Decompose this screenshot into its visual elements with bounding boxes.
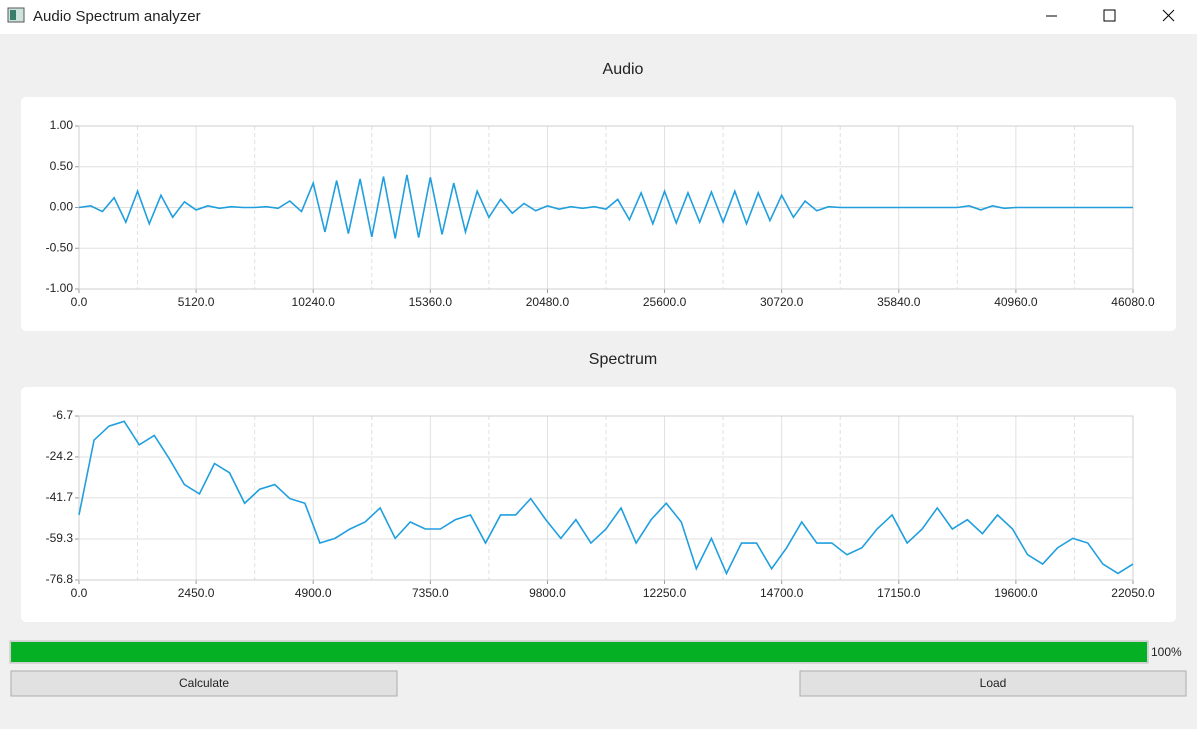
y-tick-label: 0.50 bbox=[50, 159, 74, 173]
plot-border bbox=[78, 415, 1134, 581]
chart-panel bbox=[21, 97, 1176, 331]
close-button[interactable] bbox=[1162, 9, 1175, 22]
x-tick-label: 2450.0 bbox=[178, 586, 215, 600]
x-tick-label: 20480.0 bbox=[526, 295, 570, 309]
x-tick-label: 40960.0 bbox=[994, 295, 1038, 309]
x-tick-label: 15360.0 bbox=[409, 295, 453, 309]
title-bar bbox=[0, 0, 1197, 34]
data-line bbox=[78, 174, 1133, 239]
toolbar bbox=[0, 34, 1197, 46]
x-tick-label: 0.0 bbox=[71, 586, 88, 600]
button[interactable] bbox=[799, 670, 1187, 697]
x-tick-label: 17150.0 bbox=[877, 586, 921, 600]
button-label[interactable]: Calculate bbox=[179, 676, 229, 690]
x-tick-label: 10240.0 bbox=[292, 295, 336, 309]
y-tick-label: -0.50 bbox=[46, 240, 74, 254]
progress-label: 100% bbox=[1151, 645, 1182, 659]
y-tick-label: 0.00 bbox=[50, 200, 74, 214]
progress-fill bbox=[11, 642, 1147, 662]
x-tick-label: 7350.0 bbox=[412, 586, 449, 600]
chart-title: Spectrum bbox=[589, 351, 657, 368]
x-tick-label: 9800.0 bbox=[529, 586, 566, 600]
x-tick-label: 30720.0 bbox=[760, 295, 804, 309]
data-line bbox=[78, 420, 1134, 576]
x-tick-label: 22050.0 bbox=[1111, 586, 1155, 600]
chart-panel bbox=[21, 387, 1176, 622]
x-tick-label: 0.0 bbox=[71, 295, 88, 309]
x-tick-label: 35840.0 bbox=[877, 295, 921, 309]
button[interactable] bbox=[10, 670, 398, 697]
y-tick-label: -24.2 bbox=[46, 449, 74, 463]
app-icon-part bbox=[10, 10, 16, 20]
y-tick-label: -6.7 bbox=[52, 408, 73, 422]
x-tick-label: 12250.0 bbox=[643, 586, 687, 600]
button-label[interactable]: Load bbox=[980, 676, 1007, 690]
chart-title: Audio bbox=[603, 61, 644, 78]
x-tick-label: 14700.0 bbox=[760, 586, 804, 600]
window-title: Audio Spectrum analyzer bbox=[33, 8, 201, 25]
x-tick-label: 5120.0 bbox=[178, 295, 215, 309]
y-tick-label: -1.00 bbox=[46, 281, 74, 295]
y-tick-label: -76.8 bbox=[46, 572, 74, 586]
y-tick-label: 1.00 bbox=[50, 118, 74, 132]
x-tick-label: 46080.0 bbox=[1111, 295, 1155, 309]
y-tick-label: -59.3 bbox=[46, 531, 74, 545]
maximize-button[interactable] bbox=[1103, 9, 1116, 22]
x-tick-label: 19600.0 bbox=[994, 586, 1038, 600]
x-tick-label: 25600.0 bbox=[643, 295, 687, 309]
y-tick-label: -41.7 bbox=[46, 490, 74, 504]
x-tick-label: 4900.0 bbox=[295, 586, 332, 600]
